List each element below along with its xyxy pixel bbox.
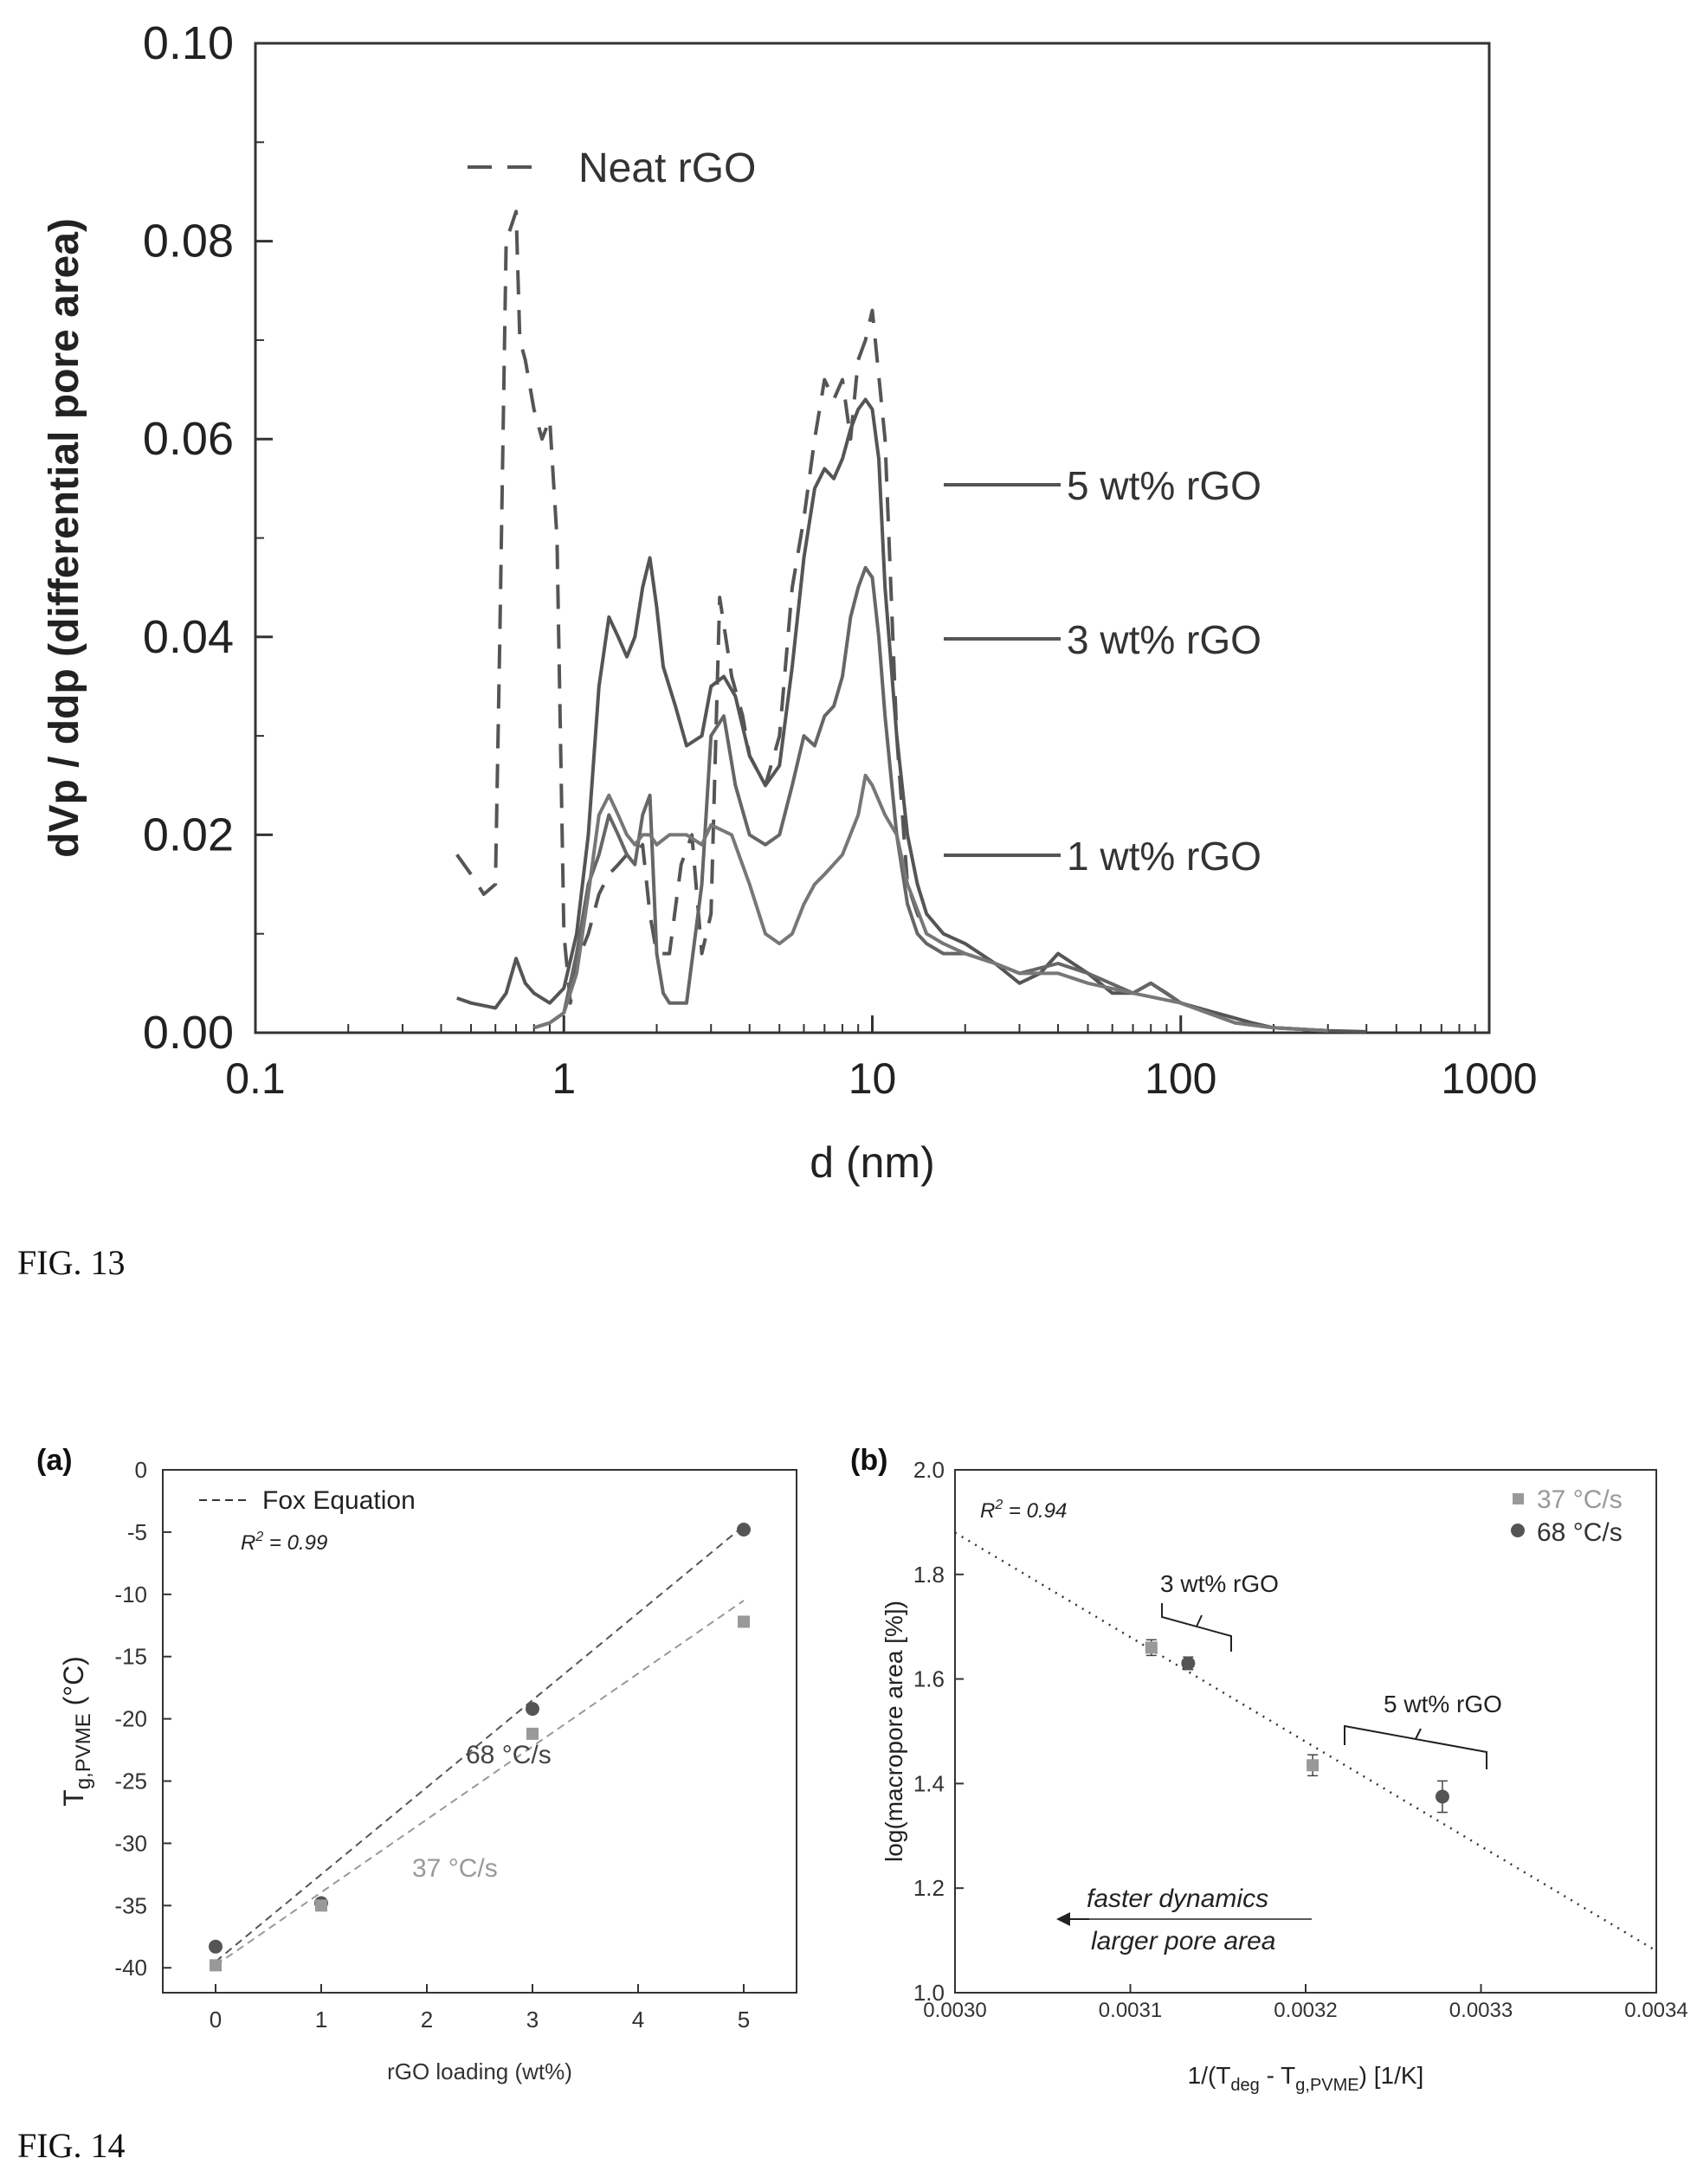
y-tick-label: -25 <box>114 1768 147 1794</box>
y-axis-label: log(macropore area [%]) <box>881 1601 907 1862</box>
y-tick-label: 2.0 <box>913 1457 945 1483</box>
y-tick-label: -15 <box>114 1644 147 1670</box>
fit-line <box>215 1600 745 1967</box>
series-line-neat-rgo <box>455 209 929 1005</box>
y-tick-label: 0 <box>135 1457 147 1483</box>
series-label: 1 wt% rGO <box>1067 834 1261 879</box>
annot-faster: faster dynamics <box>1087 1884 1268 1913</box>
y-tick-label: 1.4 <box>913 1770 945 1796</box>
x-tick-label: 5 <box>738 2007 750 2033</box>
y-axis-label: Tg,PVME (°C) <box>58 1656 95 1807</box>
bracket-3wt <box>1161 1603 1232 1652</box>
y-tick-label: 0.08 <box>143 216 234 267</box>
y-tick-label: -5 <box>127 1519 147 1545</box>
y-tick-label: -40 <box>114 1955 147 1981</box>
legend-marker-square <box>1513 1493 1524 1504</box>
y-tick-label: 0.04 <box>143 611 234 663</box>
y-tick-label: -10 <box>114 1582 147 1607</box>
fig14a-chart: (a) 0 1 2 3 4 5 0 -5 -10 -15 -20 -25 -30 -35 -40 rGO loa… <box>36 1444 797 2084</box>
x-tick-label: 0.1 <box>225 1054 286 1103</box>
fit-line <box>954 1531 1657 1952</box>
x-tick-label: 4 <box>632 2007 644 2033</box>
series-label-68: 68 °C/s <box>466 1741 552 1769</box>
y-tick-label: 1.6 <box>913 1666 945 1692</box>
data-point-square <box>1145 1641 1158 1654</box>
x-tick-label: 1000 <box>1441 1054 1537 1103</box>
fig14-label: FIG. 14 <box>17 2126 126 2165</box>
legend-marker-circle <box>1511 1524 1525 1537</box>
arrow-head <box>1056 1912 1070 1926</box>
y-tick-label: -35 <box>114 1892 147 1918</box>
plot-frame <box>254 42 1491 1034</box>
data-point-square <box>1307 1759 1320 1772</box>
data-point-circle <box>1181 1656 1196 1671</box>
data-point-square <box>210 1959 222 1972</box>
fig13-chart: 0.1 1 10 100 1000 0.00 0.02 0.04 0.06 0.08 0.10 d (… <box>42 17 1538 1187</box>
r-squared-a: R2 = 0.99 <box>241 1530 327 1555</box>
x-axis-label: rGO loading (wt%) <box>387 2058 572 2084</box>
x-tick-label: 0.0031 <box>1099 1999 1162 2022</box>
data-point-square <box>315 1899 327 1912</box>
y-tick-label: -30 <box>114 1830 147 1856</box>
y-tick-label: 0.06 <box>143 413 234 465</box>
x-axis-label: 1/(Tdeg - Tg,PVME) [1/K] <box>1188 2062 1424 2095</box>
plot-frame-b <box>954 1469 1657 1994</box>
x-tick-label: 0.0033 <box>1449 1999 1513 2022</box>
x-tick-label: 0.0030 <box>923 1999 986 2022</box>
annot-3wt: 3 wt% rGO <box>1160 1570 1279 1597</box>
x-tick-label: 2 <box>421 2007 433 2033</box>
legend-label-fox: Fox Equation <box>262 1486 416 1515</box>
data-point-square <box>526 1727 539 1740</box>
y-axis-label: dVp / ddp (differential pore area) <box>42 218 87 858</box>
series-line-1-wt-rgo <box>533 773 1328 1033</box>
bracket-3wt-tick <box>1196 1614 1203 1627</box>
fig14b-chart: (b) 0.0030 0.0031 0.0032 0.0033 0.0034 1.0 1.2 1… <box>850 1444 1688 2095</box>
y-tick-label: -20 <box>114 1706 147 1732</box>
x-tick-label: 100 <box>1145 1054 1216 1103</box>
y-tick-label: 1.2 <box>913 1875 945 1901</box>
series-label-37: 37 °C/s <box>412 1854 498 1883</box>
y-tick-label: 0.00 <box>143 1007 234 1059</box>
y-tick-label: 0.02 <box>143 809 234 860</box>
legend-label-neat: Neat rGO <box>578 145 756 191</box>
plot-frame-a <box>162 1469 797 1994</box>
legend-label-37: 37 °C/s <box>1537 1485 1623 1514</box>
fig13-label: FIG. 13 <box>17 1243 126 1282</box>
y-tick-label: 1.0 <box>913 1980 945 2006</box>
bracket-5wt <box>1344 1724 1487 1769</box>
data-point-circle <box>1435 1789 1449 1804</box>
x-tick-label: 1 <box>552 1054 576 1103</box>
series-label: 3 wt% rGO <box>1067 617 1261 662</box>
x-tick-label: 0.0032 <box>1274 1999 1337 2022</box>
data-point-circle <box>737 1523 751 1537</box>
fit-line <box>215 1524 745 1962</box>
legend-label-68: 68 °C/s <box>1537 1518 1623 1547</box>
data-point-circle <box>526 1702 539 1717</box>
bracket-5wt-tick <box>1415 1728 1422 1740</box>
panel-label-a: (a) <box>36 1444 73 1477</box>
annot-5wt: 5 wt% rGO <box>1384 1691 1502 1717</box>
x-tick-label: 1 <box>315 2007 327 2033</box>
series-label: 5 wt% rGO <box>1067 463 1261 508</box>
data-point-circle <box>209 1939 223 1954</box>
panel-label-b: (b) <box>850 1444 887 1477</box>
x-tick-label: 0.0034 <box>1624 1999 1687 2022</box>
x-tick-label: 10 <box>848 1054 897 1103</box>
x-tick-label: 3 <box>526 2007 539 2033</box>
r-squared-b: R2 = 0.94 <box>980 1498 1067 1523</box>
x-axis-label: d (nm) <box>810 1138 934 1187</box>
annot-larger: larger pore area <box>1091 1927 1275 1955</box>
data-point-square <box>738 1615 750 1628</box>
x-tick-label: 0 <box>210 2007 222 2033</box>
y-tick-label: 1.8 <box>913 1562 945 1588</box>
y-tick-label: 0.10 <box>143 17 234 69</box>
